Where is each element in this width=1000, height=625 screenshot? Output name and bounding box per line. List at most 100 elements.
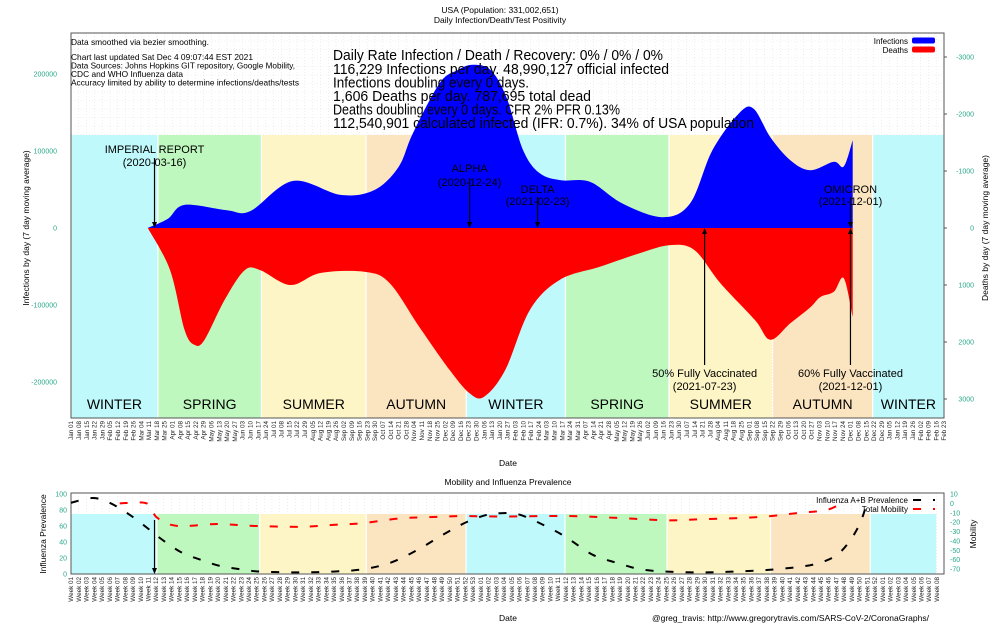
y-tick-label: 100000 [34,149,57,156]
x-tick-label: Mar 04 [138,421,145,441]
bottom-x-tick-label: Week 45 [818,577,825,602]
season-band-summer [260,514,366,574]
bottom-y2-tick-label: -40 [950,538,960,545]
x-tick-label: Sep 15 [762,421,769,441]
bottom-x-tick-label: Week 23 [238,577,245,602]
x-tick-label: Feb 12 [115,421,122,441]
bottom-x-tick-label: Week 28 [277,577,284,602]
annotation-label: OMICRON [824,184,877,196]
x-tick-label: Jun 16 [661,421,668,440]
bottom-y2-tick-label: -60 [950,557,960,564]
x-tick-label: Jun 30 [676,421,683,440]
x-tick-label: May 13 [216,421,223,442]
series-line-influenza-a-b-prevalence [70,496,869,574]
x-tick-label: Feb 23 [941,421,948,441]
bottom-x-tick-label: Week 13 [161,577,168,602]
x-tick-label: Jan 13 [489,421,496,440]
x-tick-label: Dec 15 [863,421,870,441]
bottom-plot: 100806040200100-10-20-30-40-50-60-70Week… [55,492,960,602]
bottom-x-tick-label: Week 32 [718,577,725,602]
x-tick-label: Feb 10 [520,421,527,441]
bottom-x-tick-label: Week 01 [68,577,75,602]
x-tick-label: Feb 03 [512,421,519,441]
x-tick-label: Jan 05 [887,421,894,440]
x-tick-label: Apr 14 [590,421,597,440]
x-tick-label: Sep 02 [341,421,348,441]
x-tick-label: Nov 03 [816,421,823,441]
bottom-x-tick-label: Week 33 [725,577,732,602]
bottom-x-tick-label: Week 39 [362,577,369,602]
x-tick-label: Nov 10 [824,421,831,441]
bottom-x-tick-label: Week 21 [223,577,230,602]
bottom-x-tick-label: Week 31 [710,577,717,602]
series-line-total-mobility [119,501,844,528]
top-plot: WINTER SPRING SUMMER AUTUMN WINTER SPRING SUMM… [31,32,974,442]
x-tick-label: Apr 07 [583,421,590,440]
x-tick-label: May 19 [629,421,636,442]
bottom-x-tick-label: Week 25 [663,577,670,602]
legend-influenza-label: Influenza A+B Prevalence [816,496,908,505]
bottom-x-tick-label: Week 06 [517,577,524,602]
x-tick-label: Dec 09 [450,421,457,441]
credit[interactable]: @greg_travis: http://www.gregorytravis.c… [652,613,930,623]
arrow-head-icon [152,222,158,228]
y2-tick-label: -1000 [956,169,974,176]
legend-deaths-swatch [912,46,935,53]
x-tick-label: Sep 09 [349,421,356,441]
x-tick-label: Sep 29 [778,421,785,441]
bottom-x-tick-label: Week 03 [493,577,500,602]
bottom-x-tick-label: Week 19 [617,577,624,602]
bottom-x-tick-label: Week 07 [926,577,933,602]
bottom-x-tick-label: Week 09 [130,577,137,602]
stats-block: Daily Rate Infection / Death / Recovery:… [333,48,754,132]
stat-inf-doubling: Infections doubling every 0 days. [333,76,529,92]
top-legend: Infections Deaths [874,37,935,55]
x-tick-label: Nov 25 [435,421,442,441]
bottom-x-tick-label: Week 51 [864,577,871,602]
annotation-label: IMPERIAL REPORT [105,144,205,156]
x-tick-label: Jul 08 [279,421,286,438]
legend-infections-label: Infections [874,37,908,46]
bottom-x-tick-label: Week 51 [455,577,462,602]
x-tick-label: Feb 26 [131,421,138,441]
x-tick-label: May 27 [232,421,239,442]
x-tick-label: Jun 02 [645,421,652,440]
arrow-head-icon [535,222,541,228]
x-tick-label: Dec 08 [855,421,862,441]
x-tick-label: Nov 24 [840,421,847,441]
x-tick-label: Dec 23 [466,421,473,441]
bottom-x-tick-label: Week 07 [115,577,122,602]
bottom-x-tick-label: Week 20 [625,577,632,602]
bottom-y-axis-label: Influenza Prevalence [38,494,48,574]
bottom-y2-axis-label: Mobility [968,519,978,549]
x-tick-label: Jun 10 [247,421,254,440]
bottom-x-tick-label: Week 34 [323,577,330,602]
season-band-autumn [771,514,870,574]
bottom-x-tick-label: Week 38 [354,577,361,602]
x-tick-label: Apr 22 [193,421,200,440]
bottom-x-tick-label: Week 40 [370,577,377,602]
season-band-summer [667,514,770,574]
y2-tick-label: 0 [970,226,974,233]
x-tick-label: Jan 08 [76,421,83,440]
x-tick-label: May 26 [637,421,644,442]
x-tick-label: Dec 29 [879,421,886,441]
bottom-x-tick-label: Week 31 [300,577,307,602]
bottom-x-tick-label: Week 52 [462,577,469,602]
y2-tick-label: -2000 [956,112,974,119]
bottom-x-tick-label: Week 50 [447,577,454,602]
bottom-x-tick-label: Week 37 [756,577,763,602]
arrow-head-icon [847,222,853,228]
x-tick-label: Jan 26 [910,421,917,440]
bottom-x-tick-label: Week 12 [563,577,570,602]
bottom-y2-tick-label: -30 [950,529,960,536]
season-label: WINTER [488,396,543,412]
x-axis-label: Date [499,458,517,468]
annotation-date: (2021-12-01) [819,381,883,393]
x-tick-label: Jun 24 [263,421,270,440]
season-label: WINTER [87,396,142,412]
y-tick-label: 0 [53,226,57,233]
x-tick-label: Oct 14 [388,421,395,440]
stat-calculated: 112,540,901 calculated infected (IFR: 0.… [333,116,754,132]
